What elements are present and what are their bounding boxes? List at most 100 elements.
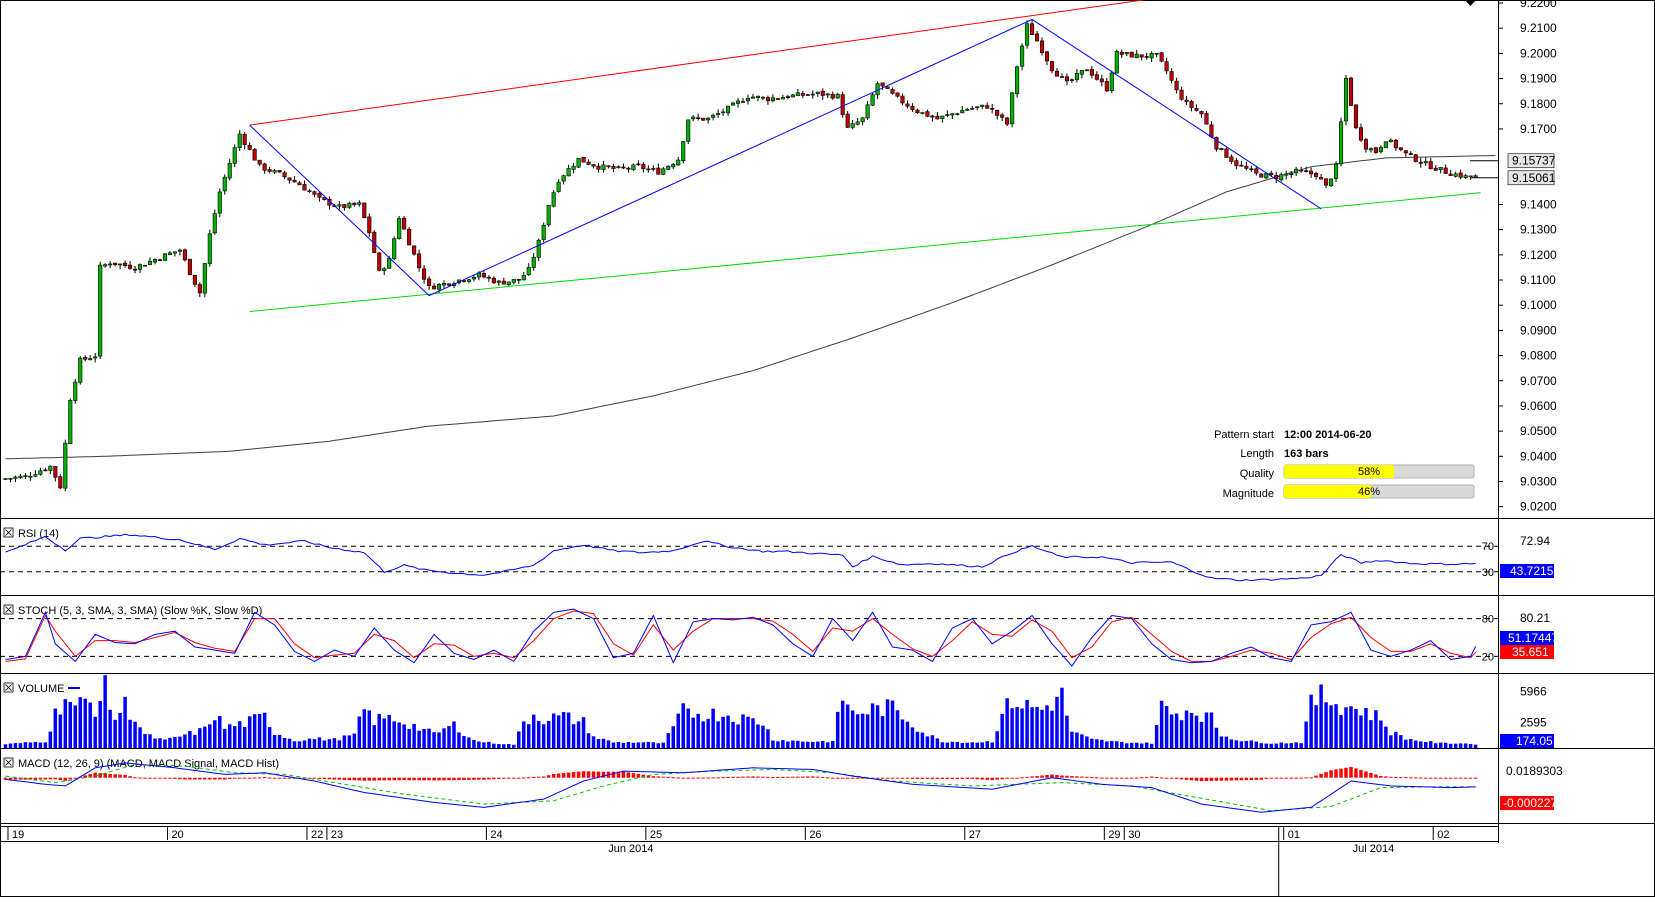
macd-hist-bar: [1144, 776, 1149, 778]
volume-bar: [1274, 743, 1278, 748]
volume-tick-label-0: 5966: [1520, 684, 1547, 698]
macd-hist-bar: [312, 777, 317, 779]
volume-bar: [257, 714, 262, 748]
candle-body: [711, 114, 716, 118]
candle-body: [885, 86, 890, 89]
volume-bar: [1414, 740, 1418, 748]
price-tick-label-11: 9.0900: [1520, 323, 1557, 337]
candle-body: [1030, 23, 1035, 36]
candle-body: [651, 168, 656, 170]
candle-body: [735, 100, 741, 104]
macd-hist-bar: [1010, 777, 1014, 779]
macd-hist-bar: [497, 777, 501, 779]
macd-hist-bar: [43, 777, 48, 780]
macd-hist-bar: [716, 777, 720, 779]
macd-hist-bar: [806, 776, 810, 778]
candle-body: [133, 268, 138, 271]
candle-body: [1079, 70, 1084, 75]
candle-body: [347, 202, 352, 208]
candle-body: [402, 217, 407, 230]
candle-body: [581, 156, 586, 163]
candle-body: [1289, 172, 1294, 175]
candle-body: [407, 228, 412, 246]
volume-bar: [776, 741, 780, 748]
macd-hist-bar: [88, 774, 92, 778]
candle-body: [1458, 172, 1463, 178]
candle-body: [382, 268, 387, 271]
candle-body: [232, 147, 237, 164]
volume-bar: [477, 741, 481, 748]
candle-body: [1169, 71, 1174, 81]
macd-hist-bar: [636, 773, 641, 778]
candle-body: [1453, 173, 1458, 177]
volume-bar: [297, 741, 302, 748]
volume-bar: [980, 742, 984, 748]
volume-bar: [282, 738, 287, 748]
volume-bar: [1085, 736, 1089, 748]
candle-body: [850, 123, 855, 128]
candle-body: [1189, 101, 1194, 108]
candle-body: [461, 280, 467, 282]
stoch-level-label-1: 20: [1482, 651, 1494, 663]
volume-bar: [1453, 743, 1458, 748]
macd-hist-bar: [1354, 768, 1358, 778]
volume-bar: [751, 718, 755, 748]
day-label-9: 30: [1128, 829, 1140, 841]
volume-bar: [1050, 710, 1054, 748]
macd-hist-bar: [546, 775, 551, 778]
candle-body: [292, 179, 297, 183]
magnitude-value: 46%: [1358, 486, 1380, 498]
macd-hist-bar: [1015, 777, 1019, 779]
price-tick-label-13: 9.0700: [1520, 374, 1557, 388]
candle-body: [1154, 52, 1159, 55]
price-tick-label-9: 9.1100: [1520, 273, 1556, 287]
candle-body: [785, 96, 790, 99]
volume-bar: [646, 741, 651, 748]
volume-bar: [1458, 743, 1463, 748]
candle-body: [541, 224, 546, 240]
macd-hist-bar: [771, 777, 775, 779]
macd-hist-bar: [955, 777, 960, 779]
candle-body: [1219, 148, 1224, 150]
candle-body: [322, 197, 327, 200]
macd-hist-bar: [143, 777, 147, 779]
volume-bar: [825, 742, 830, 748]
macd-hist-bar: [950, 777, 955, 779]
macd-hist-bar: [1468, 777, 1473, 779]
volume-bar: [611, 742, 616, 748]
candles-group: [3, 19, 1478, 492]
candle-body: [312, 191, 317, 195]
macd-hist-bar: [895, 777, 900, 779]
candle-body: [980, 104, 985, 107]
candle-body: [810, 93, 815, 96]
length-value: 163 bars: [1284, 448, 1329, 460]
support-line: [249, 192, 1481, 313]
candle-body: [162, 253, 168, 261]
day-label-5: 25: [650, 829, 662, 841]
candle-body: [775, 98, 780, 100]
macd-hist-bar: [1234, 777, 1239, 781]
volume-bar: [442, 728, 446, 748]
macd-hist-bar: [796, 776, 800, 778]
macd-hist-bar: [960, 777, 965, 779]
macd-hist-bar: [621, 771, 626, 778]
price-tick-label-7: 9.1300: [1520, 223, 1557, 237]
price-tick-label-0: 9.2200: [1520, 0, 1557, 10]
candle-body: [48, 465, 53, 471]
macd-hist-bar: [965, 777, 970, 779]
volume-bar: [1244, 740, 1249, 748]
macd-hist-bar: [437, 777, 441, 781]
volume-bar: [402, 724, 406, 748]
candle-body: [1214, 136, 1219, 150]
macd-hist-bar: [337, 777, 342, 780]
volume-bar: [865, 714, 870, 748]
macd-hist-bar: [198, 777, 202, 780]
volume-bar: [118, 712, 122, 748]
candle-body: [845, 113, 850, 128]
macd-hist-bar: [1115, 777, 1119, 779]
candle-body: [13, 476, 18, 479]
macd-hist-bar: [208, 777, 212, 780]
volume-bar: [78, 697, 82, 748]
macd-hist-bar: [1473, 777, 1478, 779]
candle-body: [1433, 167, 1438, 171]
